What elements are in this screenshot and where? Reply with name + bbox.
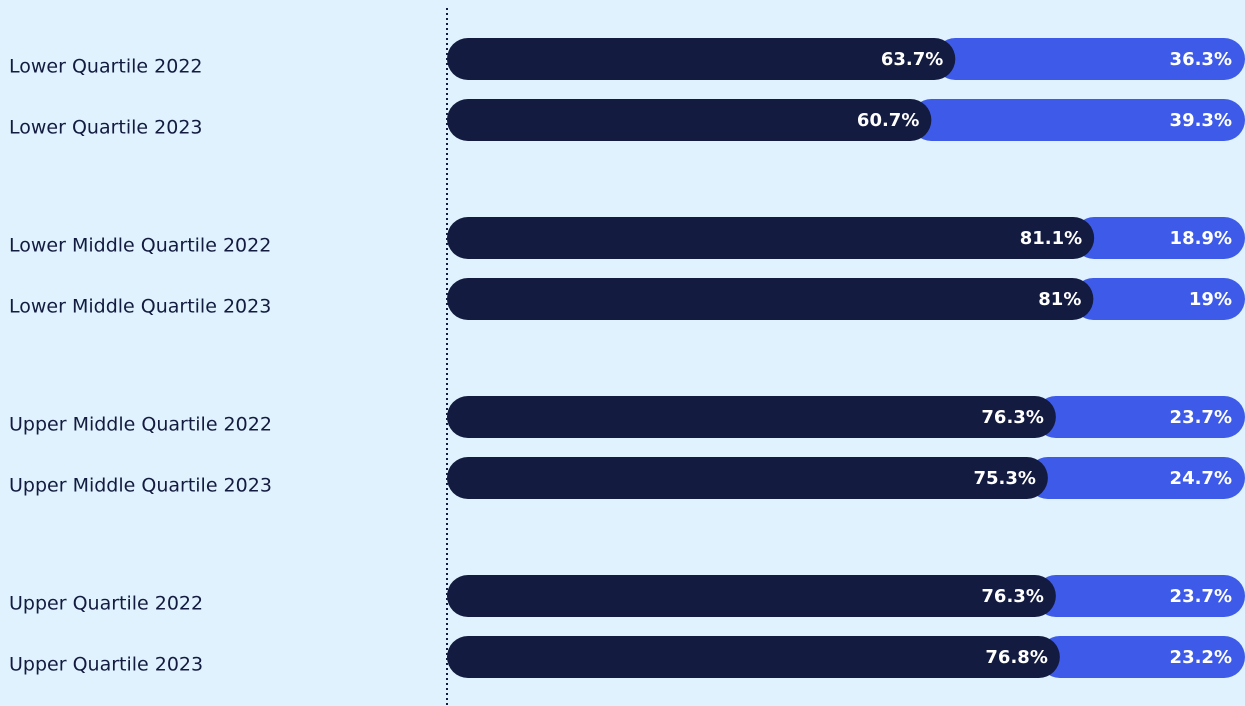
value-label: 23.7% <box>1170 407 1232 428</box>
bar-segment <box>447 38 956 80</box>
bar-segment <box>447 217 1095 259</box>
bar-segment <box>447 636 1060 678</box>
value-label: 18.9% <box>1170 228 1232 249</box>
value-label: 81.1% <box>1020 228 1082 249</box>
category-label: Upper Middle Quartile 2022 <box>9 414 272 436</box>
category-label: Upper Quartile 2023 <box>9 654 203 676</box>
bar-segment <box>1073 217 1245 259</box>
bar-segment <box>447 575 1056 617</box>
value-label: 19% <box>1189 289 1232 310</box>
bar-segment <box>1034 575 1245 617</box>
value-label: 23.7% <box>1170 586 1232 607</box>
bar-segment <box>1038 636 1245 678</box>
value-label: 36.3% <box>1170 49 1232 70</box>
bar-segment <box>934 38 1245 80</box>
value-label: 39.3% <box>1170 110 1232 131</box>
value-label: 76.3% <box>981 586 1043 607</box>
bar-segment <box>447 396 1056 438</box>
category-label: Upper Middle Quartile 2023 <box>9 475 272 497</box>
bar-segment <box>447 457 1048 499</box>
value-label: 76.3% <box>981 407 1043 428</box>
value-label: 75.3% <box>973 468 1035 489</box>
value-label: 24.7% <box>1170 468 1232 489</box>
category-label: Lower Quartile 2023 <box>9 117 203 139</box>
value-label: 63.7% <box>881 49 943 70</box>
category-label: Lower Middle Quartile 2023 <box>9 296 271 318</box>
bar-segment <box>1026 457 1245 499</box>
value-label: 81% <box>1038 289 1081 310</box>
bar-segment <box>447 99 932 141</box>
value-label: 60.7% <box>857 110 919 131</box>
bar-segment <box>910 99 1245 141</box>
category-label: Upper Quartile 2022 <box>9 593 203 615</box>
bar-segment <box>447 278 1094 320</box>
category-label: Lower Quartile 2022 <box>9 56 203 78</box>
category-label: Lower Middle Quartile 2022 <box>9 235 271 257</box>
bar-segment <box>1034 396 1245 438</box>
value-label: 76.8% <box>985 647 1047 668</box>
bar-segment <box>1072 278 1245 320</box>
value-label: 23.2% <box>1170 647 1232 668</box>
